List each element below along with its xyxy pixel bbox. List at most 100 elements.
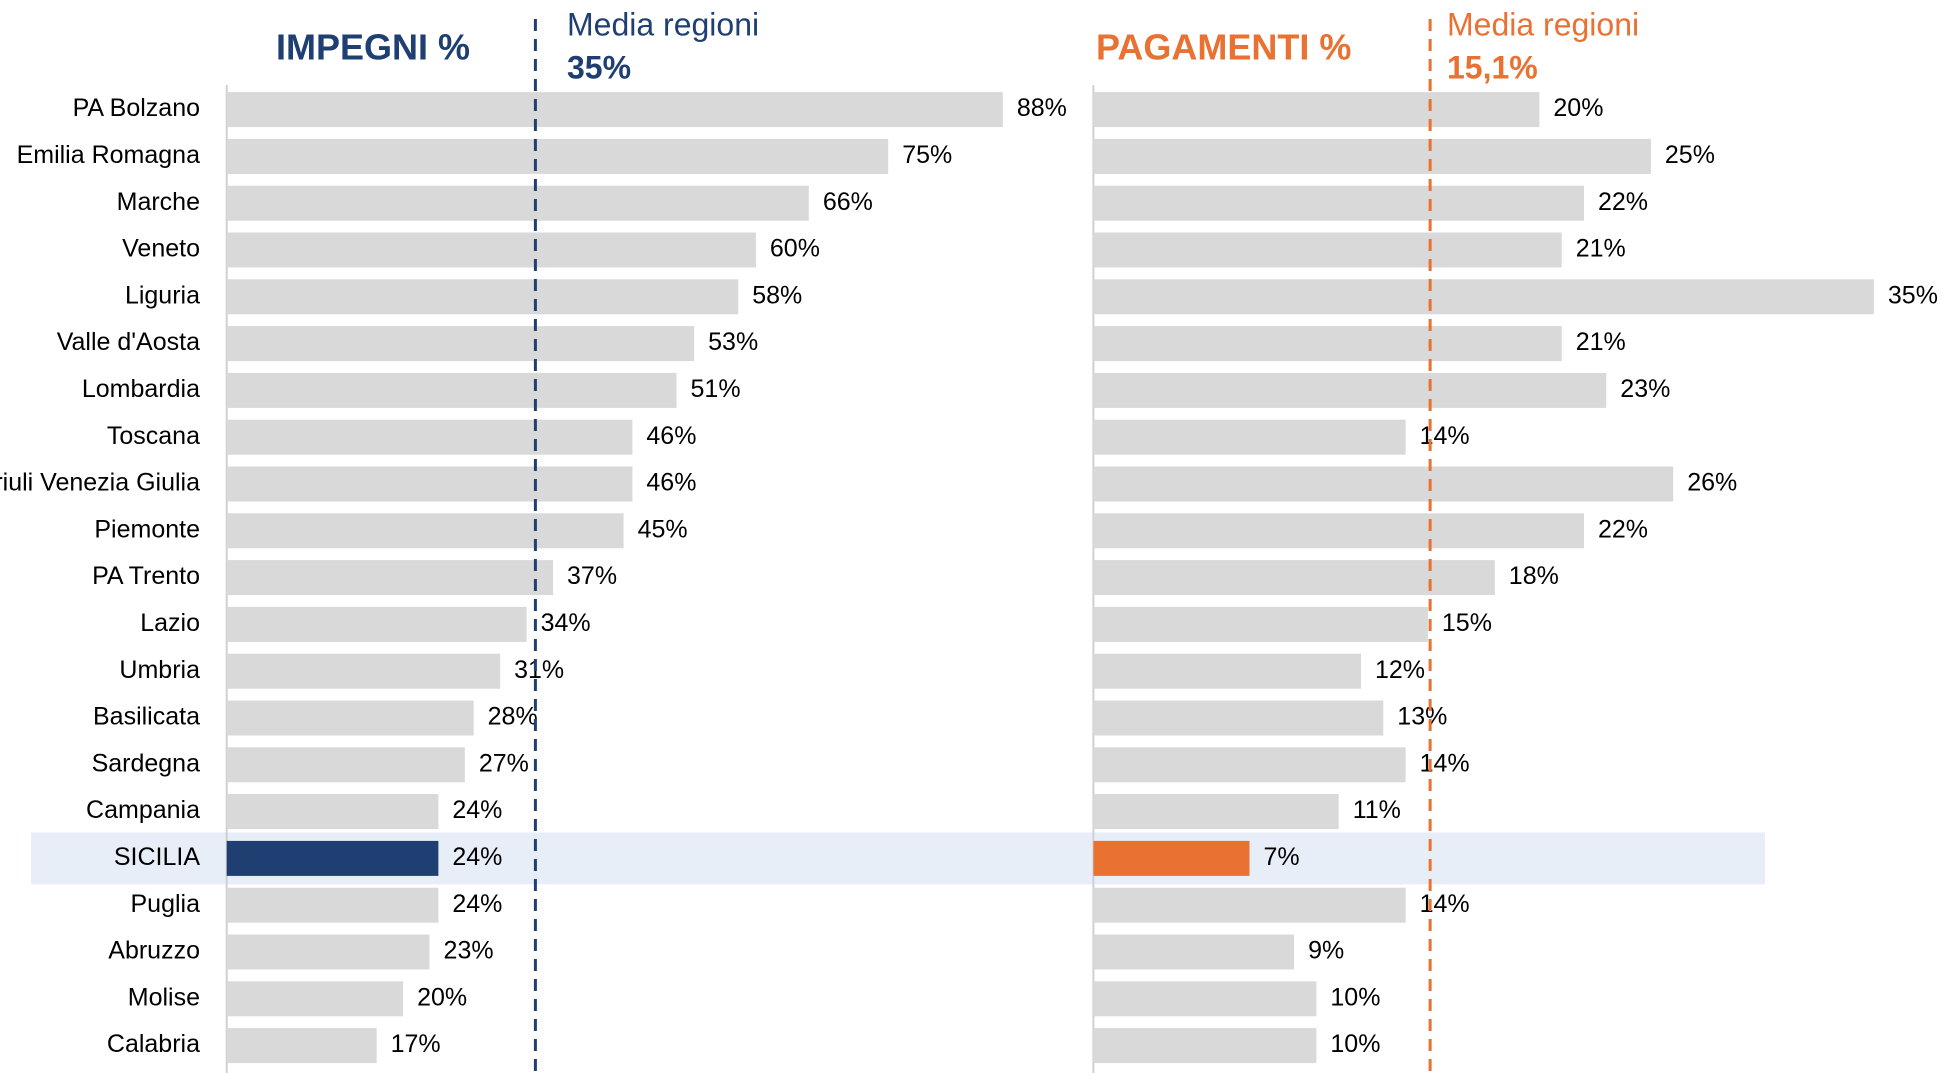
value-label: 10% [1330,983,1380,1011]
category-label: SICILIA [114,843,200,871]
bar [226,513,624,549]
value-label: 25% [1665,141,1715,169]
value-label: 17% [391,1030,441,1058]
value-label: 10% [1330,1030,1380,1058]
value-label: 34% [541,609,591,637]
bar [226,326,695,362]
bar [226,279,739,315]
value-label: 21% [1576,328,1626,356]
bar [1093,700,1384,736]
value-label: 18% [1509,562,1559,590]
bar [1093,794,1339,830]
value-label: 35% [1888,281,1938,309]
category-label: Sardegna [92,749,201,777]
value-label: 14% [1420,422,1470,450]
bar [226,700,474,736]
bar [1093,981,1317,1017]
value-label: 26% [1687,469,1737,497]
bar [226,92,1003,128]
bar [1093,372,1607,408]
value-label: 22% [1598,515,1648,543]
value-label: 24% [452,843,502,871]
value-label: 15% [1442,609,1492,637]
reference-label: Media regioni [567,6,759,42]
value-label: 23% [1620,375,1670,403]
value-label: 37% [567,562,617,590]
bar [226,138,889,174]
value-label: 45% [638,515,688,543]
bar [1093,1028,1317,1064]
value-label: 27% [479,749,529,777]
bar [226,794,439,830]
value-label: 11% [1353,796,1401,824]
bar [1093,326,1562,362]
bar [1093,138,1651,174]
value-label: 24% [452,890,502,918]
category-label: Campania [86,796,200,824]
bar [1093,653,1361,689]
reference-label: Media regioni [1447,6,1639,42]
category-label: Basilicata [93,703,200,731]
category-label: Veneto [122,235,200,263]
panel-title: IMPEGNI % [276,27,470,68]
bar [1093,279,1874,315]
value-label: 46% [646,469,696,497]
bar [226,934,430,970]
bar [226,840,439,876]
value-label: 53% [708,328,758,356]
panel-title: PAGAMENTI % [1096,27,1351,68]
category-label: Emilia Romagna [17,141,201,169]
value-label: 20% [1553,94,1603,122]
value-label: 14% [1420,890,1470,918]
bar [1093,185,1584,221]
category-label: PA Trento [92,562,200,590]
value-label: 31% [514,656,564,684]
category-label: Lazio [140,609,200,637]
bar [226,1028,377,1064]
value-label: 60% [770,235,820,263]
bar [1093,887,1406,923]
value-label: 28% [488,703,538,731]
value-label: 58% [752,281,802,309]
bar [226,981,404,1017]
bar [226,606,527,642]
bar [1093,466,1674,502]
value-label: 21% [1576,235,1626,263]
value-label: 7% [1264,843,1300,871]
value-label: 13% [1397,703,1447,731]
bar [226,653,501,689]
bar [1093,419,1406,455]
value-label: 66% [823,188,873,216]
reference-value: 35% [567,49,631,85]
value-label: 24% [452,796,502,824]
bar [226,419,633,455]
reference-value: 15,1% [1447,49,1538,85]
bar [1093,934,1295,970]
value-label: 22% [1598,188,1648,216]
value-label: 88% [1017,94,1067,122]
value-label: 12% [1375,656,1425,684]
bar [1093,606,1428,642]
bar [1093,92,1540,128]
bar [1093,232,1562,268]
value-label: 23% [444,937,494,965]
category-label: Puglia [131,890,201,918]
bar [226,560,554,596]
category-label: Piemonte [94,515,200,543]
bar [226,747,465,783]
value-label: 20% [417,983,467,1011]
value-label: 14% [1420,749,1470,777]
value-label: 9% [1308,937,1344,965]
bar [1093,840,1250,876]
category-label: Umbria [119,656,200,684]
category-label: Marche [117,188,200,216]
bar [1093,747,1406,783]
bar [226,232,756,268]
bar [226,466,633,502]
value-label: 46% [646,422,696,450]
bar [226,372,677,408]
value-label: 51% [691,375,741,403]
bar [226,887,439,923]
category-label: Liguria [125,281,200,309]
